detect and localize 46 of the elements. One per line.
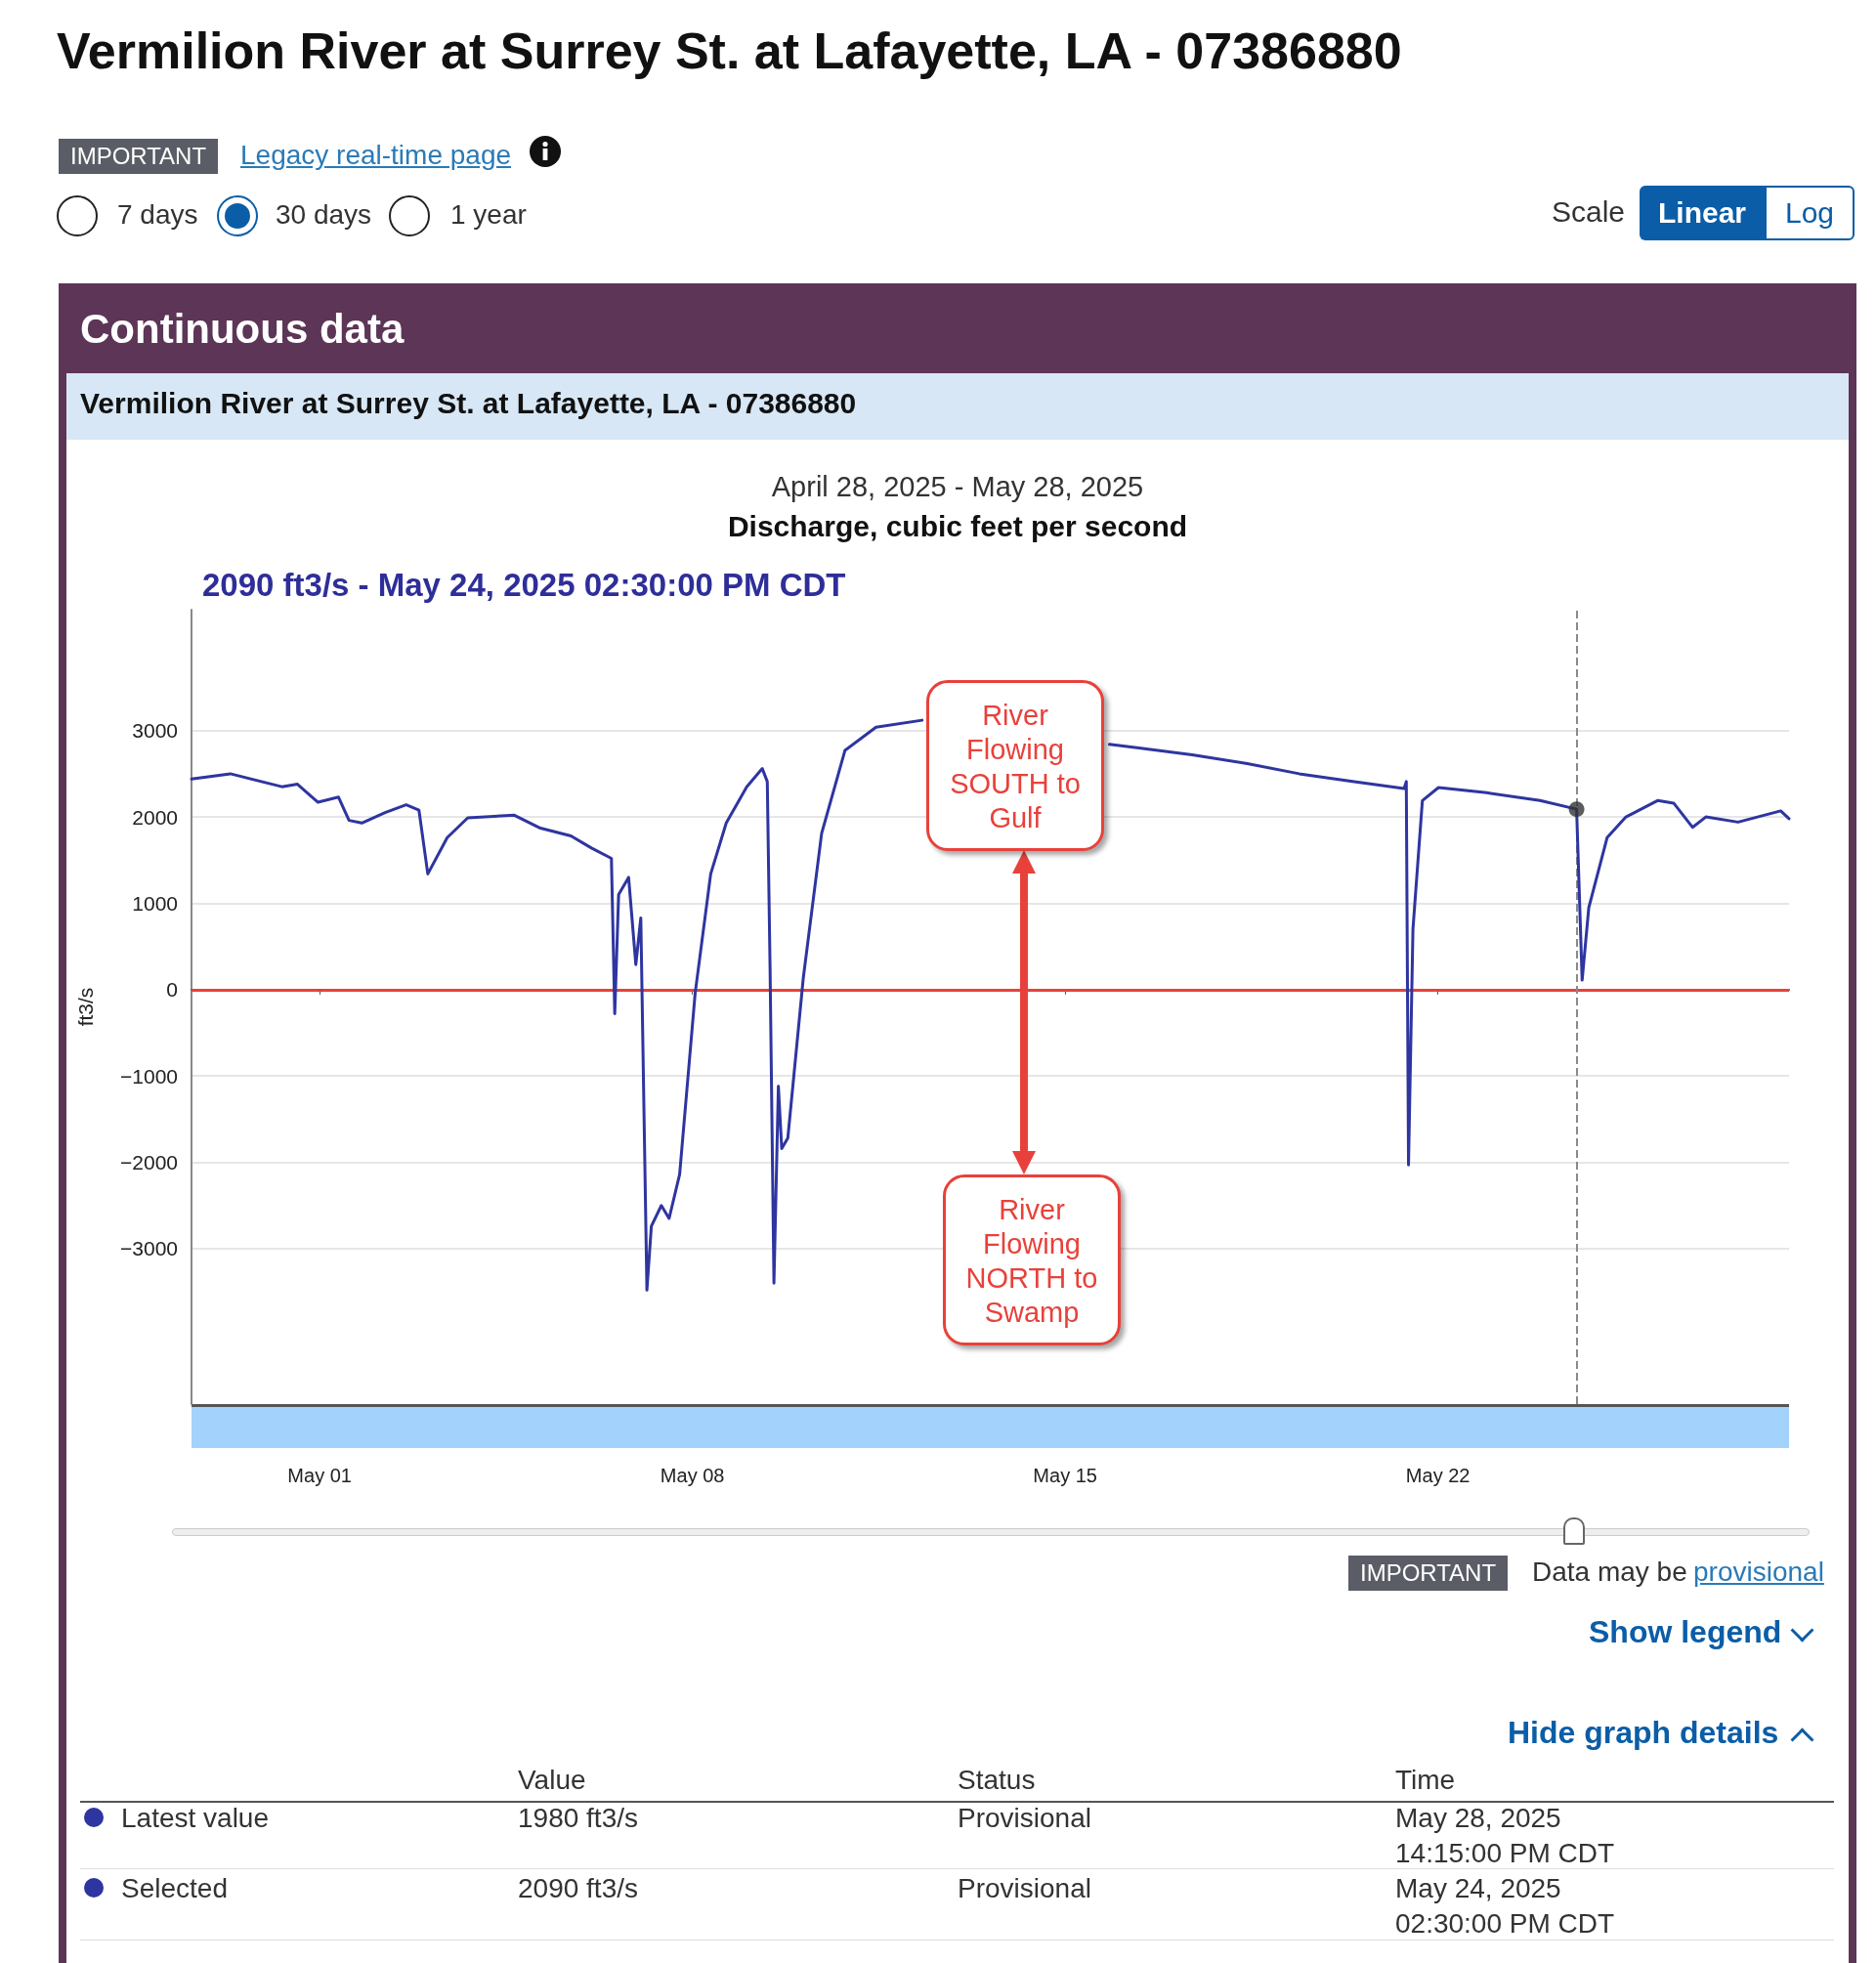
text: Show legend xyxy=(1589,1614,1782,1650)
text: Latest value xyxy=(121,1803,269,1834)
y-tick-label: 2000 xyxy=(132,805,178,829)
text: Scale xyxy=(1552,195,1626,229)
text: 30 days xyxy=(276,199,372,231)
text: Continuous data xyxy=(80,306,405,353)
text: Discharge, cubic feet per second xyxy=(726,510,1189,543)
x-tick-label: May 01 xyxy=(287,1465,352,1486)
annotation: River Flowing SOUTH to Gulf xyxy=(926,680,1104,851)
text: Provisional xyxy=(958,1803,1091,1834)
text: 1 year xyxy=(450,199,527,231)
text: May 24, 2025 xyxy=(1395,1873,1561,1904)
text: 2090 ft3/s xyxy=(518,1873,638,1904)
text: Selected xyxy=(121,1873,228,1904)
y-tick-label: −3000 xyxy=(120,1237,178,1260)
y-tick-label: −1000 xyxy=(120,1064,178,1088)
text: Linear xyxy=(1640,186,1765,240)
y-tick-label: 1000 xyxy=(132,891,178,915)
y-tick-label: −2000 xyxy=(120,1151,178,1174)
text: 14:15:00 PM CDT xyxy=(1395,1838,1615,1869)
text: Data may be xyxy=(1532,1557,1687,1588)
y-tick-label: 3000 xyxy=(132,719,178,743)
text: IMPORTANT xyxy=(1348,1556,1509,1591)
text: provisional xyxy=(1693,1557,1824,1588)
chart-subtitle: April 28, 2025 - May 28, 2025 xyxy=(770,471,1145,503)
text: 1980 ft3/s xyxy=(518,1803,638,1834)
x-tick-label: May 22 xyxy=(1405,1465,1471,1486)
text: Log xyxy=(1765,186,1855,240)
text: Value xyxy=(518,1765,586,1796)
text: 2090 ft3/s - May 24, 2025 02:30:00 PM CDT xyxy=(202,567,846,604)
y-axis-title: ft3/s xyxy=(74,987,97,1027)
annotation: River Flowing NORTH to Swamp xyxy=(943,1174,1121,1345)
text: 02:30:00 PM CDT xyxy=(1395,1908,1615,1940)
x-tick-label: May 08 xyxy=(660,1465,725,1486)
text: Hide graph details xyxy=(1508,1715,1779,1751)
text: May 28, 2025 xyxy=(1395,1803,1561,1834)
x-tick-label: May 15 xyxy=(1033,1465,1097,1486)
text: Vermilion River at Surrey St. at Lafayette, LA - 07386880 xyxy=(80,387,857,420)
chart-title: Vermilion River at Surrey St. at Lafayette, LA - 07386880 xyxy=(57,21,1402,80)
text: IMPORTANT xyxy=(59,139,219,174)
text: Time xyxy=(1395,1765,1456,1796)
y-tick-label: 0 xyxy=(166,978,178,1002)
text: Status xyxy=(958,1765,1036,1796)
text: Provisional xyxy=(958,1873,1091,1904)
text: 7 days xyxy=(117,199,198,231)
text: Legacy real-time page xyxy=(240,140,512,171)
